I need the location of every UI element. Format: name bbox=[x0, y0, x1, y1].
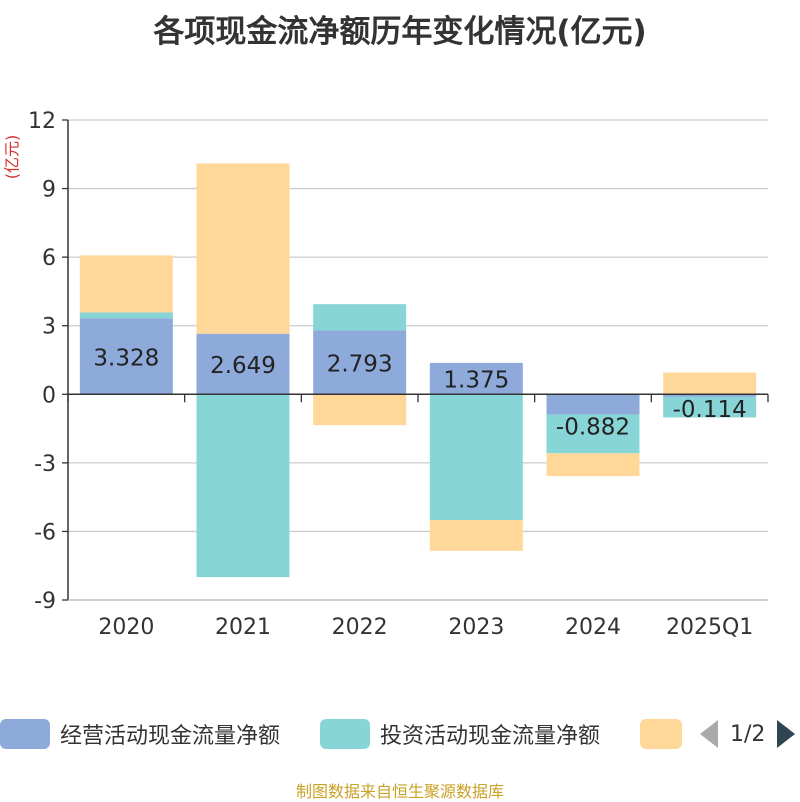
y-tick-label: 6 bbox=[42, 246, 56, 271]
bar-segment-2020-s0 bbox=[79, 318, 173, 395]
y-tick-label: 3 bbox=[42, 315, 56, 340]
legend-swatch-financing bbox=[640, 719, 682, 749]
y-tick-label: 0 bbox=[42, 383, 56, 408]
bar-segment-2024-s0 bbox=[546, 394, 640, 415]
data-label-2024: -0.882 bbox=[556, 414, 630, 440]
legend-label-operating: 经营活动现金流量净额 bbox=[60, 724, 281, 749]
data-label-2022: 2.793 bbox=[327, 351, 393, 377]
legend-next-page-icon[interactable] bbox=[777, 720, 796, 748]
x-category-label-2024: 2024 bbox=[565, 615, 621, 640]
x-category-label-2020: 2020 bbox=[98, 615, 154, 640]
bar-segment-2025Q1-s2 bbox=[663, 372, 757, 395]
data-source-note: 制图数据来自恒生聚源数据库 bbox=[295, 782, 504, 801]
legend: 经营活动现金流量净额 投资活动现金流量净额 1/2 bbox=[0, 716, 800, 756]
legend-label-investing: 投资活动现金流量净额 bbox=[380, 724, 601, 749]
chart-title: 各项现金流净额历年变化情况(亿元) bbox=[153, 14, 647, 50]
legend-prev-page-icon[interactable] bbox=[700, 720, 718, 748]
bar-segment-2022-s0 bbox=[313, 330, 407, 395]
bar-segment-2022-s2 bbox=[313, 394, 407, 426]
bar-segment-2025Q1-s0 bbox=[663, 394, 757, 397]
bar-segment-2023-s1 bbox=[429, 394, 523, 520]
y-tick-label: 9 bbox=[42, 178, 56, 203]
data-label-2025Q1: -0.114 bbox=[673, 397, 747, 423]
x-category-label-2022: 2022 bbox=[332, 615, 388, 640]
legend-swatch-investing bbox=[320, 719, 370, 749]
y-tick-label: -6 bbox=[34, 520, 56, 545]
bar-segment-2024-s2 bbox=[546, 453, 640, 477]
bar-segment-2021-s2 bbox=[196, 163, 290, 334]
legend-item-financing[interactable] bbox=[640, 716, 682, 752]
data-label-2023: 1.375 bbox=[443, 368, 509, 394]
bar-segment-2020-s2 bbox=[79, 255, 173, 313]
data-label-2021: 2.649 bbox=[210, 353, 276, 379]
y-tick-label: -3 bbox=[34, 452, 56, 477]
bar-segment-2020-s1 bbox=[79, 312, 173, 319]
y-tick-label: -9 bbox=[34, 589, 56, 614]
x-category-label-2025Q1: 2025Q1 bbox=[666, 615, 753, 640]
x-category-label-2021: 2021 bbox=[215, 615, 271, 640]
x-category-label-2023: 2023 bbox=[448, 615, 504, 640]
bar-segment-2021-s0 bbox=[196, 333, 290, 395]
data-label-2020: 3.328 bbox=[93, 345, 159, 371]
legend-item-operating[interactable]: 经营活动现金流量净额 bbox=[0, 716, 280, 752]
bar-segment-2022-s1 bbox=[313, 304, 407, 331]
bar-segment-2023-s2 bbox=[429, 520, 523, 551]
legend-swatch-operating bbox=[0, 719, 50, 749]
legend-item-investing[interactable]: 投资活动现金流量净额 bbox=[320, 716, 600, 752]
bar-chart: -9 -6 -3 0 3 6 9 12 3.328 2.649 2.793 1.375 -0.882 -0… bbox=[28, 109, 769, 640]
bar-segment-2023-s0 bbox=[429, 362, 523, 395]
y-tick-label: 12 bbox=[28, 109, 56, 134]
bar-segment-2021-s1 bbox=[196, 394, 290, 578]
legend-pager: 1/2 bbox=[700, 716, 796, 752]
bar-segment-2025Q1-s1 bbox=[663, 396, 757, 418]
bar-segment-2024-s1 bbox=[546, 414, 640, 454]
legend-page-indicator: 1/2 bbox=[730, 721, 766, 747]
